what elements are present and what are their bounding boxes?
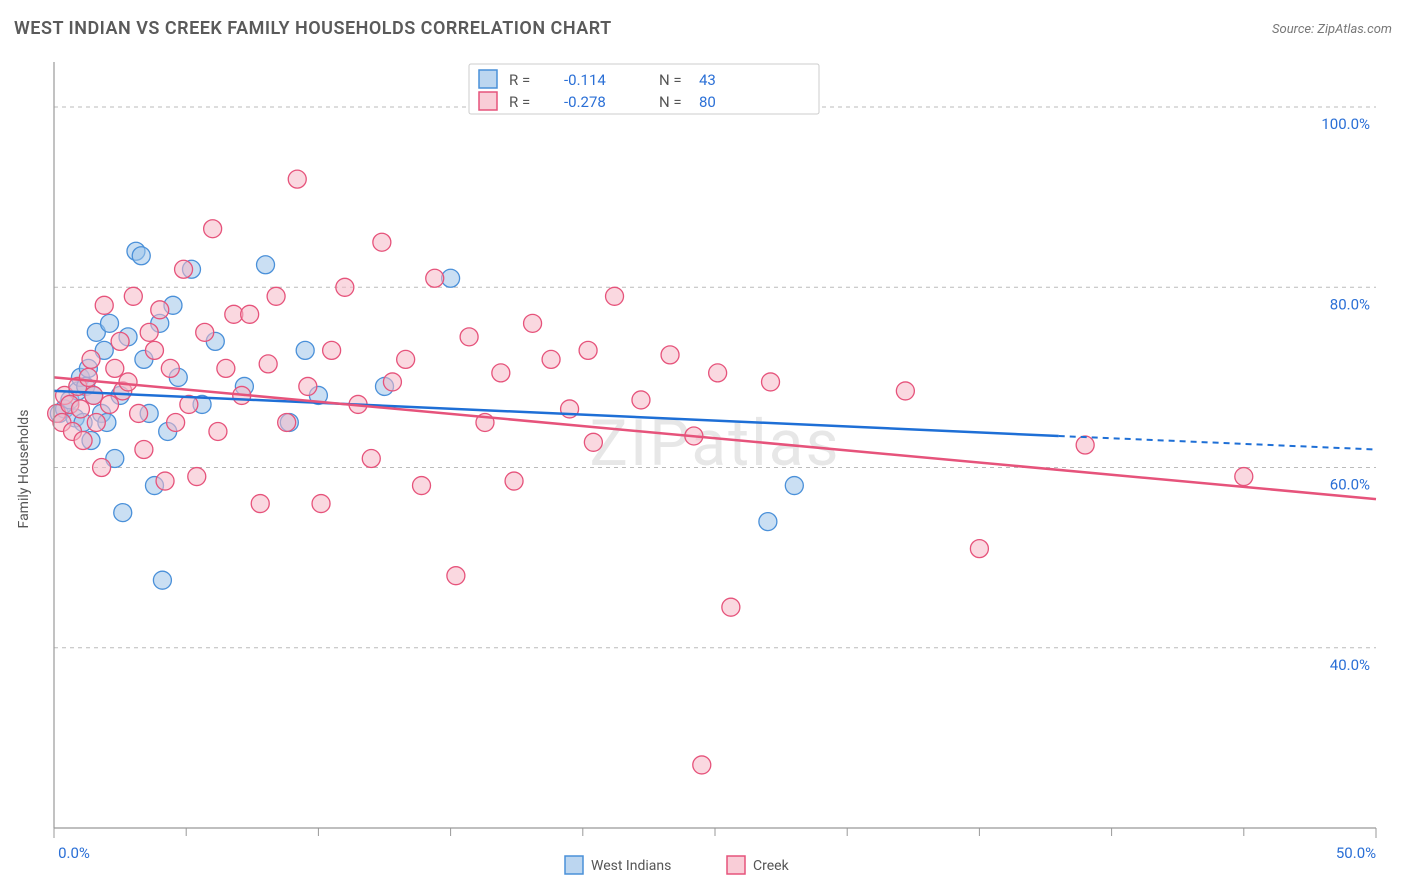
data-point xyxy=(267,287,285,305)
data-point xyxy=(79,368,97,386)
data-point xyxy=(288,170,306,188)
data-point xyxy=(257,256,275,274)
data-point xyxy=(785,477,803,495)
data-point xyxy=(101,395,119,413)
data-point xyxy=(153,571,171,589)
data-point xyxy=(579,341,597,359)
data-point xyxy=(460,328,478,346)
data-point xyxy=(447,567,465,585)
data-point xyxy=(124,287,142,305)
data-point xyxy=(397,350,415,368)
data-point xyxy=(606,287,624,305)
data-point xyxy=(259,355,277,373)
data-point xyxy=(693,756,711,774)
data-point xyxy=(145,341,163,359)
data-point xyxy=(132,247,150,265)
legend-r-label: R = xyxy=(509,93,530,111)
y-tick-label: 100.0% xyxy=(1321,115,1370,133)
scatter-chart: 40.0%60.0%80.0%100.0%ZIPatlas0.0%50.0%R … xyxy=(14,56,1392,882)
data-point xyxy=(492,364,510,382)
data-point xyxy=(74,431,92,449)
data-point xyxy=(632,391,650,409)
data-point xyxy=(1076,436,1094,454)
data-point xyxy=(278,413,296,431)
data-point xyxy=(188,468,206,486)
data-point xyxy=(87,413,105,431)
data-point xyxy=(85,386,103,404)
data-point xyxy=(101,314,119,332)
data-point xyxy=(161,359,179,377)
data-point xyxy=(111,332,129,350)
regression-extension xyxy=(1059,436,1376,450)
data-point xyxy=(119,373,137,391)
data-point xyxy=(373,233,391,251)
data-point xyxy=(383,373,401,391)
chart-title: WEST INDIAN VS CREEK FAMILY HOUSEHOLDS C… xyxy=(14,18,612,39)
data-point xyxy=(709,364,727,382)
data-point xyxy=(542,350,560,368)
data-point xyxy=(362,450,380,468)
legend-n-value: 43 xyxy=(699,71,716,89)
y-tick-label: 60.0% xyxy=(1330,476,1370,494)
data-point xyxy=(106,359,124,377)
data-point xyxy=(336,278,354,296)
data-point xyxy=(505,472,523,490)
data-point xyxy=(312,495,330,513)
data-point xyxy=(426,269,444,287)
data-point xyxy=(762,373,780,391)
data-point xyxy=(156,472,174,490)
data-point xyxy=(196,323,214,341)
legend-series-label: Creek xyxy=(753,858,790,874)
data-point xyxy=(299,377,317,395)
data-point xyxy=(217,359,235,377)
data-point xyxy=(970,540,988,558)
data-point xyxy=(93,459,111,477)
data-point xyxy=(114,504,132,522)
y-axis-label: Family Households xyxy=(16,410,32,529)
legend-n-label: N = xyxy=(659,71,682,89)
data-point xyxy=(175,260,193,278)
data-point xyxy=(323,341,341,359)
chart-container: Family Households 40.0%60.0%80.0%100.0%Z… xyxy=(14,56,1392,882)
source-label: Source: ZipAtlas.com xyxy=(1272,22,1392,37)
data-point xyxy=(251,495,269,513)
legend-r-value: -0.114 xyxy=(564,71,606,89)
data-point xyxy=(95,296,113,314)
data-point xyxy=(722,598,740,616)
legend-n-label: N = xyxy=(659,93,682,111)
legend-swatch xyxy=(727,856,745,874)
x-tick-label: 0.0% xyxy=(58,844,90,862)
legend-swatch xyxy=(565,856,583,874)
data-point xyxy=(241,305,259,323)
data-point xyxy=(151,301,169,319)
data-point xyxy=(135,441,153,459)
data-point xyxy=(167,413,185,431)
data-point xyxy=(296,341,314,359)
y-tick-label: 80.0% xyxy=(1330,295,1370,313)
legend-swatch xyxy=(479,70,497,88)
data-point xyxy=(140,323,158,341)
data-point xyxy=(209,422,227,440)
data-point xyxy=(1235,468,1253,486)
data-point xyxy=(896,382,914,400)
legend-swatch xyxy=(479,92,497,110)
data-point xyxy=(204,220,222,238)
legend-r-value: -0.278 xyxy=(564,93,606,111)
legend-series-label: West Indians xyxy=(591,858,671,874)
data-point xyxy=(661,346,679,364)
legend-r-label: R = xyxy=(509,71,530,89)
data-point xyxy=(130,404,148,422)
legend-n-value: 80 xyxy=(699,93,716,111)
data-point xyxy=(584,433,602,451)
data-point xyxy=(82,350,100,368)
x-tick-label: 50.0% xyxy=(1336,844,1376,862)
data-point xyxy=(413,477,431,495)
data-point xyxy=(71,400,89,418)
data-point xyxy=(759,513,777,531)
data-point xyxy=(524,314,542,332)
y-tick-label: 40.0% xyxy=(1330,656,1370,674)
